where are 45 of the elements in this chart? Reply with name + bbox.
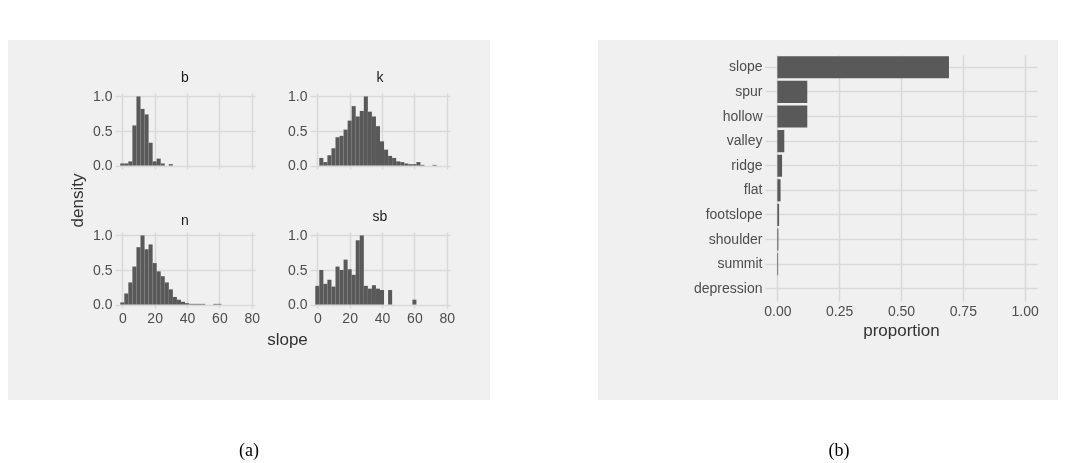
y-tick-label: hollow xyxy=(722,107,764,124)
x-tick-label: 80 xyxy=(244,309,261,326)
y-tick-label: flat xyxy=(743,181,763,198)
y-tick-label: 0.5 xyxy=(93,261,113,278)
x-tick-label: 40 xyxy=(374,309,391,326)
y-tick-label: 1.0 xyxy=(93,87,113,104)
y-tick-label: 1.0 xyxy=(288,87,308,104)
y-tick-label: footslope xyxy=(705,205,763,222)
y-tick-label: summit xyxy=(717,255,763,272)
y-tick-label: 0.5 xyxy=(288,122,308,139)
chart-title: b xyxy=(181,69,190,86)
y-tick-label: 0.0 xyxy=(93,296,113,313)
y-tick-label: 0.0 xyxy=(288,296,308,313)
y-tick-label: 0.5 xyxy=(93,122,113,139)
text: (a) xyxy=(238,440,260,461)
x-tick-label: 0 xyxy=(118,309,127,326)
x-tick-label: 40 xyxy=(179,309,196,326)
x-tick-label: 60 xyxy=(212,309,228,326)
x-tick-label: 1.00 xyxy=(1011,302,1039,319)
y-tick-label: 1.0 xyxy=(288,226,308,243)
chart-title: k xyxy=(376,69,385,86)
x-tick-label: 0.75 xyxy=(949,302,978,319)
y-tick-label: 1.0 xyxy=(93,226,113,243)
y-tick-label: depression xyxy=(694,279,763,296)
y-tick-label: 0.0 xyxy=(93,157,113,174)
y-tick-label: 0.0 xyxy=(288,157,308,174)
x-tick-label: 0 xyxy=(313,309,322,326)
chart-title: n xyxy=(181,212,189,228)
y-tick-label: 0.5 xyxy=(288,261,308,278)
y-tick-label: shoulder xyxy=(708,230,763,247)
x-tick-label: 20 xyxy=(342,309,359,326)
chart-title: sb xyxy=(372,208,388,225)
y-tick-label: valley xyxy=(726,132,763,149)
text: (b) xyxy=(827,440,851,461)
y-tick-label: slope xyxy=(729,58,763,75)
x-tick-label: 60 xyxy=(407,309,423,326)
x-tick-label: 20 xyxy=(147,309,164,326)
y-tick-label: spur xyxy=(735,82,763,99)
x-tick-label: 0.25 xyxy=(826,302,854,319)
x-tick-label: 80 xyxy=(439,309,456,326)
y-axis-title: density xyxy=(68,173,88,228)
y-tick-label: ridge xyxy=(731,156,763,173)
x-tick-label: 0.00 xyxy=(764,302,792,319)
x-tick-label: 0.50 xyxy=(887,302,916,319)
x-axis-title: proportion xyxy=(863,320,940,340)
